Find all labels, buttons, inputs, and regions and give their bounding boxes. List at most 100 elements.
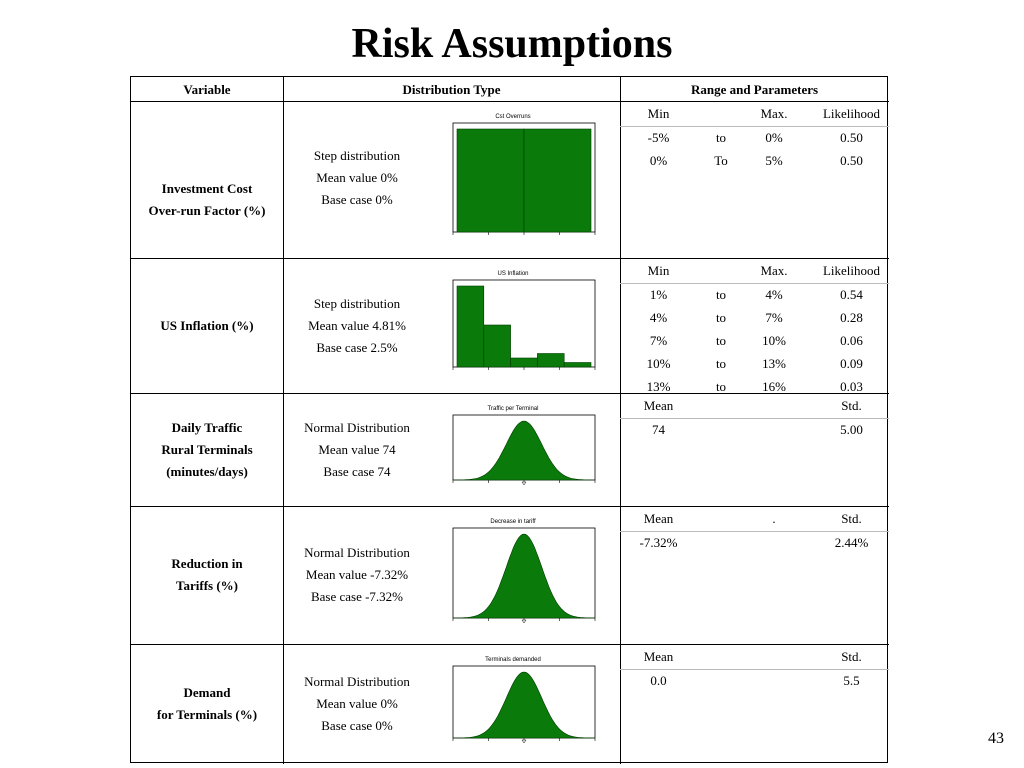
chart-title: US Inflation bbox=[497, 271, 528, 277]
chart-title: Decrease in tariff bbox=[490, 519, 536, 525]
param-header: . bbox=[772, 511, 776, 526]
distribution-line: Base case -7.32% bbox=[310, 589, 404, 604]
param-header: Std. bbox=[841, 511, 862, 526]
param-header: Likelihood bbox=[822, 263, 881, 278]
param-value: 5.5 bbox=[843, 673, 860, 688]
variable-line: for Terminals (%) bbox=[156, 707, 258, 722]
param-value: 13% bbox=[646, 379, 671, 394]
chart-title: Cst Overruns bbox=[495, 114, 530, 120]
distribution-line: Base case 2.5% bbox=[316, 339, 398, 355]
distribution-text: Normal Distribution Mean value 74 Base cas… bbox=[283, 417, 431, 483]
param-value: 0.50 bbox=[840, 153, 863, 168]
param-value: 4% bbox=[765, 287, 783, 302]
param-value: 1% bbox=[649, 287, 668, 302]
param-value: to bbox=[715, 379, 727, 394]
param-header: Std. bbox=[841, 649, 862, 664]
variable-label: Demand for Terminals (%) bbox=[131, 682, 283, 726]
variable-line: Rural Terminals bbox=[161, 441, 253, 457]
chart-title: Traffic per Terminal bbox=[488, 406, 539, 412]
distribution-chart: US Inflation bbox=[452, 271, 596, 370]
histogram-bar bbox=[537, 353, 565, 368]
row-divider bbox=[131, 393, 889, 394]
param-value: 13% bbox=[762, 356, 786, 371]
chart-title: Terminals demanded bbox=[485, 657, 541, 663]
param-value: 0% bbox=[649, 153, 668, 168]
normal-curve bbox=[453, 420, 595, 481]
row-divider bbox=[131, 644, 889, 645]
row-divider bbox=[131, 506, 889, 507]
param-header-underline bbox=[620, 669, 889, 670]
param-value: 5.00 bbox=[840, 422, 863, 437]
param-value: 0.54 bbox=[840, 287, 863, 302]
distribution-text: Step distribution Mean value 0% Base case … bbox=[283, 145, 431, 211]
distribution-chart: Traffic per Terminal bbox=[452, 406, 596, 486]
variable-line: Investment Cost bbox=[161, 180, 253, 196]
param-header: Mean bbox=[643, 649, 674, 664]
mean-marker bbox=[521, 739, 527, 744]
distribution-line: Base case 74 bbox=[323, 463, 391, 479]
param-value: 0.03 bbox=[840, 379, 863, 394]
param-value: 16% bbox=[762, 379, 786, 394]
param-header: Min bbox=[647, 106, 670, 121]
row-divider bbox=[131, 101, 889, 102]
variable-line: Daily Traffic bbox=[171, 419, 243, 435]
distribution-line: Step distribution bbox=[313, 147, 401, 163]
mean-marker bbox=[521, 481, 527, 486]
histogram-bar bbox=[456, 128, 525, 233]
distribution-chart: Cst Overruns bbox=[452, 114, 596, 235]
histogram-bar bbox=[456, 285, 485, 368]
variable-line: Over-run Factor (%) bbox=[148, 202, 266, 218]
param-value: 10% bbox=[762, 333, 786, 348]
variable-line: Demand bbox=[183, 685, 231, 700]
param-value: to bbox=[715, 333, 727, 348]
distribution-text: Step distribution Mean value 4.81% Base ca… bbox=[283, 293, 431, 359]
param-value: 0% bbox=[765, 130, 783, 145]
normal-curve bbox=[453, 533, 595, 619]
variable-label: Reduction in Tariffs (%) bbox=[131, 553, 283, 597]
param-value: 5% bbox=[765, 153, 783, 168]
param-value: 7% bbox=[765, 310, 783, 325]
param-header: Min bbox=[647, 263, 670, 278]
distribution-line: Mean value 4.81% bbox=[308, 317, 406, 333]
normal-curve bbox=[453, 671, 595, 739]
histogram-bar bbox=[483, 324, 511, 368]
param-value: -5% bbox=[647, 130, 670, 145]
param-value: to bbox=[715, 130, 727, 145]
param-header: Mean bbox=[643, 398, 674, 413]
param-value: 2.44% bbox=[834, 535, 869, 550]
param-value: 10% bbox=[646, 356, 671, 371]
distribution-chart: Terminals demanded bbox=[452, 657, 596, 744]
distribution-line: Base case 0% bbox=[321, 718, 393, 733]
distribution-line: Normal Distribution bbox=[304, 674, 410, 689]
param-value: 0.28 bbox=[840, 310, 863, 325]
distribution-line: Mean value 0% bbox=[316, 169, 398, 185]
variable-line: Tariffs (%) bbox=[176, 578, 238, 593]
param-value: 7% bbox=[649, 333, 668, 348]
histogram-bar bbox=[563, 362, 592, 368]
variable-line: Reduction in bbox=[171, 556, 243, 571]
param-value: 74 bbox=[652, 422, 665, 437]
param-header-underline bbox=[620, 283, 889, 284]
header-range: Range and Parameters bbox=[690, 82, 819, 97]
row-divider bbox=[131, 258, 889, 259]
header-distribution: Distribution Type bbox=[402, 82, 501, 97]
param-header: Max. bbox=[760, 263, 788, 278]
slide-title: Risk Assumptions bbox=[351, 21, 673, 67]
mean-marker bbox=[521, 619, 527, 624]
param-value: -7.32% bbox=[639, 535, 678, 550]
distribution-line: Mean value -7.32% bbox=[305, 567, 409, 582]
column-divider bbox=[283, 77, 284, 764]
param-header: Std. bbox=[841, 398, 862, 413]
param-header: Max. bbox=[760, 106, 788, 121]
distribution-line: Normal Distribution bbox=[304, 419, 410, 435]
risk-table: Variable Distribution Type Range and Param… bbox=[130, 76, 889, 764]
param-value: To bbox=[714, 153, 728, 168]
distribution-chart: Decrease in tariff bbox=[452, 519, 596, 624]
distribution-line: Mean value 0% bbox=[316, 696, 398, 711]
header-variable: Variable bbox=[183, 82, 231, 97]
distribution-line: Step distribution bbox=[313, 295, 401, 311]
param-header: Likelihood bbox=[822, 106, 881, 121]
param-value: 0.50 bbox=[840, 130, 863, 145]
param-value: 0.09 bbox=[840, 356, 863, 371]
variable-line: (minutes/days) bbox=[166, 463, 248, 479]
